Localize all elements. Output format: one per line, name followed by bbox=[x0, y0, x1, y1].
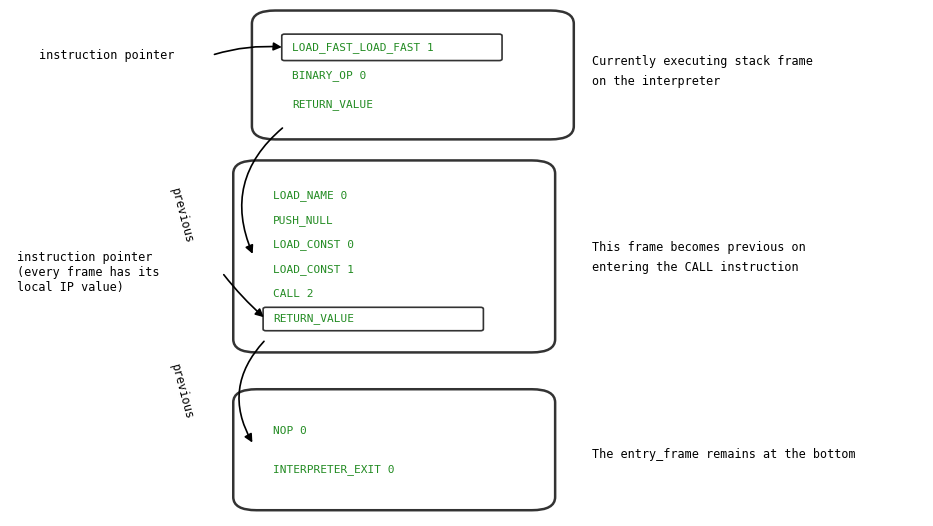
FancyBboxPatch shape bbox=[233, 389, 555, 510]
Text: Currently executing stack frame
on the interpreter: Currently executing stack frame on the i… bbox=[592, 55, 814, 87]
Text: RETURN_VALUE: RETURN_VALUE bbox=[273, 313, 355, 325]
Text: LOAD_CONST 1: LOAD_CONST 1 bbox=[273, 264, 355, 275]
Text: (every frame has its: (every frame has its bbox=[17, 266, 160, 279]
Text: previous: previous bbox=[168, 186, 196, 245]
Text: CALL 2: CALL 2 bbox=[273, 289, 313, 299]
Text: LOAD_NAME 0: LOAD_NAME 0 bbox=[273, 190, 348, 201]
Text: INTERPRETER_EXIT 0: INTERPRETER_EXIT 0 bbox=[273, 464, 395, 476]
Text: LOAD_CONST 0: LOAD_CONST 0 bbox=[273, 239, 355, 250]
Text: This frame becomes previous on
entering the CALL instruction: This frame becomes previous on entering … bbox=[592, 241, 806, 274]
Text: LOAD_FAST_LOAD_FAST 1: LOAD_FAST_LOAD_FAST 1 bbox=[292, 42, 434, 53]
FancyBboxPatch shape bbox=[252, 11, 574, 139]
Text: instruction pointer: instruction pointer bbox=[39, 49, 174, 62]
FancyBboxPatch shape bbox=[282, 34, 502, 60]
Text: instruction pointer: instruction pointer bbox=[17, 251, 152, 264]
Text: RETURN_VALUE: RETURN_VALUE bbox=[292, 99, 373, 109]
Text: PUSH_NULL: PUSH_NULL bbox=[273, 215, 334, 226]
FancyBboxPatch shape bbox=[233, 160, 555, 352]
FancyBboxPatch shape bbox=[263, 307, 483, 331]
Text: local IP value): local IP value) bbox=[17, 281, 124, 294]
Text: The entry_frame remains at the bottom: The entry_frame remains at the bottom bbox=[592, 449, 856, 461]
Text: previous: previous bbox=[168, 362, 196, 421]
Text: BINARY_OP 0: BINARY_OP 0 bbox=[292, 70, 367, 81]
Text: NOP 0: NOP 0 bbox=[273, 426, 307, 436]
